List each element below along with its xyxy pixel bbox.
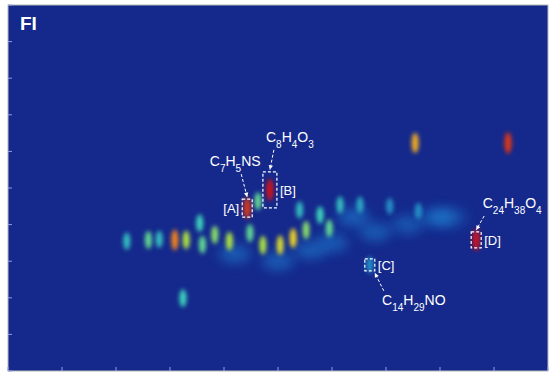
- spot: [326, 219, 333, 237]
- spot: [219, 245, 251, 263]
- annotation-formula: C14H29NO: [382, 292, 446, 313]
- annotations: [A] C7H5NS [B] C8H4O3 [C] C14H29NO [D] C24H38O4: [210, 129, 542, 313]
- x-tick: [332, 367, 333, 371]
- y-tick: [8, 78, 12, 79]
- spot: [296, 201, 303, 218]
- annotation-tag: [D]: [484, 233, 501, 248]
- spot: [211, 226, 218, 244]
- spot: [303, 221, 310, 239]
- leader-line: [375, 273, 384, 291]
- x-tick: [278, 367, 279, 371]
- leader-line: [241, 174, 247, 197]
- plot-area: [8, 5, 548, 371]
- leader-arrowhead: [476, 225, 480, 230]
- spot: [199, 236, 206, 254]
- y-tick: [8, 41, 12, 42]
- spot: [262, 252, 294, 270]
- spot: [386, 198, 393, 214]
- chart: [A] C7H5NS [B] C8H4O3 [C] C14H29NO [D] C24H38O4…: [0, 0, 552, 376]
- y-tick: [8, 151, 12, 152]
- spot: [359, 223, 391, 241]
- leader-arrowhead: [244, 192, 248, 197]
- spot: [422, 208, 454, 226]
- spot: [145, 231, 152, 249]
- spot: [156, 231, 163, 248]
- spot: [259, 236, 266, 255]
- spot: [179, 289, 186, 307]
- ticks: [8, 5, 548, 371]
- spot: [505, 132, 512, 154]
- spot: [183, 231, 190, 250]
- annotation-tag: [C]: [378, 258, 395, 273]
- x-tick: [224, 367, 225, 371]
- annotation-formula: C7H5NS: [210, 153, 261, 174]
- annotation-box: [242, 199, 252, 217]
- spot: [266, 179, 273, 201]
- annotation-box: [365, 259, 375, 271]
- annotation-tag: [A]: [223, 201, 239, 216]
- spot: [277, 235, 284, 255]
- y-tick: [8, 188, 12, 189]
- annotation-formula: C24H38O4: [483, 195, 542, 216]
- page-background: [0, 0, 552, 376]
- spot: [415, 203, 422, 219]
- x-tick: [8, 367, 9, 371]
- y-tick: [8, 334, 12, 335]
- spot: [123, 232, 130, 249]
- x-tick: [548, 367, 549, 371]
- spot: [317, 206, 324, 224]
- x-tick: [440, 367, 441, 371]
- spot: [246, 224, 253, 242]
- spot: [255, 192, 262, 210]
- leader-line: [476, 216, 484, 230]
- y-tick: [8, 5, 12, 6]
- spot: [290, 228, 297, 248]
- spot: [337, 196, 344, 213]
- panel-label: FI: [20, 13, 37, 34]
- leader-arrowhead: [375, 273, 379, 278]
- spot: [357, 196, 364, 213]
- spot: [244, 197, 251, 219]
- y-tick: [8, 114, 12, 115]
- y-tick: [8, 371, 12, 372]
- leader-arrowhead: [269, 165, 273, 170]
- annotation-box: [263, 172, 277, 208]
- spot: [196, 214, 203, 232]
- x-tick: [116, 367, 117, 371]
- spot: [412, 133, 419, 153]
- annotation-box: [471, 232, 481, 248]
- y-tick: [8, 261, 12, 262]
- spots: [123, 132, 511, 307]
- annotation-formula: C8H4O3: [266, 129, 314, 150]
- y-tick: [8, 224, 12, 225]
- x-tick: [62, 367, 63, 371]
- spot: [226, 232, 233, 251]
- x-tick: [494, 367, 495, 371]
- x-tick: [386, 367, 387, 371]
- spot: [171, 230, 178, 251]
- annotation-tag: [B]: [280, 183, 296, 198]
- spot: [294, 241, 326, 259]
- x-tick: [170, 367, 171, 371]
- y-tick: [8, 297, 12, 298]
